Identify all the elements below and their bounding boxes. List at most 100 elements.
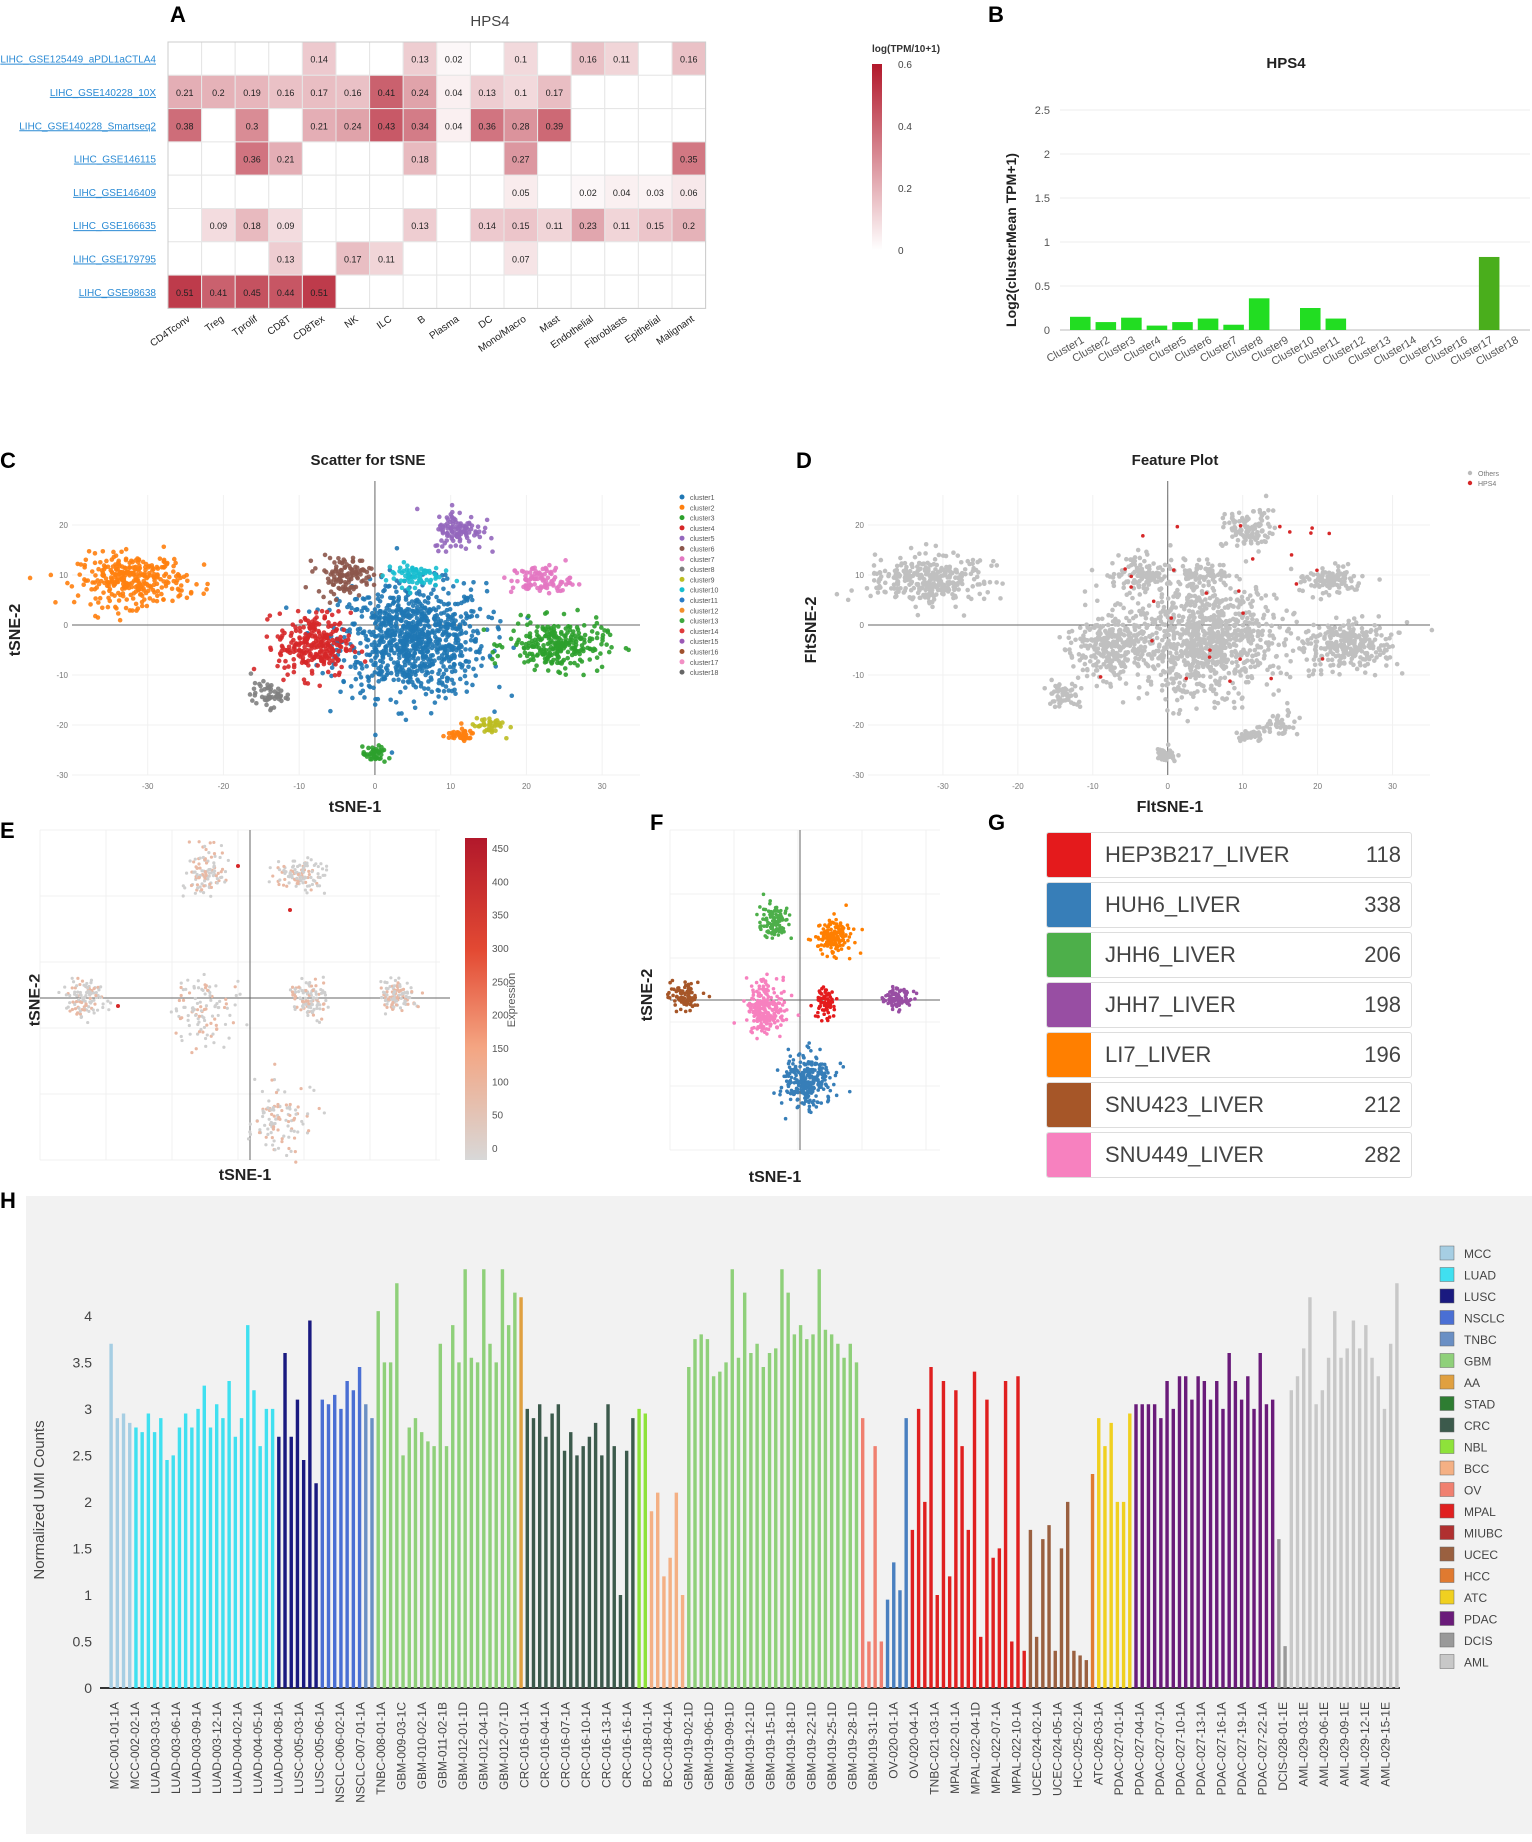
feature-point — [1306, 673, 1312, 679]
scatter-c-point — [247, 692, 253, 697]
scatter-c-point — [441, 688, 447, 694]
feature-point — [864, 585, 870, 591]
heatmap-cell — [201, 41, 236, 76]
scatter-c-point — [348, 684, 354, 689]
scatter-c-point — [446, 614, 451, 619]
feature-point — [834, 591, 840, 597]
scatter-c-point — [120, 591, 126, 596]
scatter-c-point — [464, 535, 470, 541]
heatmap-cell-value: 0.2 — [683, 221, 696, 231]
feature-point — [1226, 670, 1232, 676]
scatter-c-point — [594, 668, 600, 673]
feature-point — [991, 558, 996, 564]
feature-point — [1098, 664, 1103, 670]
heatmap-col-label: CD4Tconv — [148, 314, 192, 349]
heatmap-row-label[interactable]: LIHC_GSE166635 — [73, 221, 156, 232]
scatter-c-point — [137, 582, 143, 587]
feature-point — [1350, 622, 1356, 627]
feature-point — [1219, 599, 1224, 604]
feature-point — [1362, 663, 1368, 668]
scatter-c-point — [552, 651, 558, 656]
heatmap-cell — [671, 108, 707, 143]
feature-point — [1383, 655, 1389, 660]
scatter-c-point — [602, 628, 607, 633]
feature-point — [1224, 638, 1229, 644]
feature-point — [1142, 612, 1147, 618]
feature-point — [962, 567, 968, 572]
feature-point — [1342, 661, 1347, 666]
feature-point — [932, 577, 938, 582]
scatter-c-point — [328, 631, 334, 637]
feature-point — [1295, 636, 1301, 641]
heatmap-cell — [637, 74, 673, 110]
scatter-c-point — [452, 611, 458, 617]
panel-label-d: D — [796, 448, 812, 473]
feature-point — [1202, 688, 1207, 694]
legend-swatch — [679, 535, 685, 541]
feature-point — [1262, 653, 1267, 658]
heatmap-cell — [201, 241, 236, 276]
feature-point — [1249, 673, 1254, 679]
heatmap-cell-value: 0.16 — [680, 55, 698, 65]
feature-point — [1280, 616, 1285, 622]
scatter-c-point — [593, 615, 599, 620]
heatmap-cell-value: 0.18 — [243, 221, 261, 231]
heatmap-row-label[interactable]: LIHC_GSE179795 — [73, 254, 156, 265]
heatmap-row-label[interactable]: LIHC_GSE98638 — [79, 288, 157, 299]
feature-point — [1198, 565, 1203, 571]
scatter-c-point — [320, 670, 325, 676]
scatter-c-point — [357, 671, 362, 676]
feature-point — [1242, 659, 1248, 665]
feature-point — [1234, 543, 1240, 548]
scatter-c-point — [129, 584, 135, 590]
feature-point — [1255, 725, 1260, 730]
feature-point — [1200, 620, 1205, 625]
heatmap-row-label[interactable]: LIHC_GSE146115 — [74, 155, 157, 166]
scatter-c-point — [277, 694, 283, 700]
feature-point — [1204, 601, 1210, 607]
feature-point — [1200, 591, 1205, 597]
scatter-c-point — [325, 576, 331, 582]
scatter-c-point — [389, 750, 395, 755]
feature-point — [1222, 520, 1227, 526]
scatter-c-point — [403, 597, 409, 602]
feature-point — [891, 575, 897, 580]
feature-point — [1262, 649, 1267, 654]
scatter-c-point — [359, 666, 365, 671]
feature-point — [1231, 623, 1237, 628]
heatmap-row-label[interactable]: LIHC_GSE125449_aPDL1aCTLA4 — [0, 55, 156, 66]
feature-point — [1089, 654, 1094, 659]
feature-point — [1121, 581, 1127, 586]
scatter-c-point — [388, 670, 394, 676]
heatmap-cell — [469, 241, 505, 276]
feature-point — [1356, 581, 1362, 586]
feature-point — [1284, 608, 1289, 614]
scatter-c-point — [458, 544, 464, 549]
feature-point — [1322, 570, 1328, 575]
heatmap-row-label[interactable]: LIHC_GSE140228_Smartseq2 — [19, 121, 156, 132]
scatter-c-point — [138, 591, 144, 597]
feature-point — [1220, 543, 1225, 548]
feature-point — [1234, 573, 1239, 579]
scatter-c-point — [384, 635, 389, 640]
scatter-c-point — [348, 610, 354, 616]
feature-point — [1229, 660, 1235, 665]
scatter-c-point — [425, 686, 431, 692]
feature-point — [1227, 626, 1232, 631]
scatter-c-point — [324, 609, 330, 615]
scatter-c-point — [118, 576, 124, 582]
feature-point — [1334, 647, 1340, 653]
scatter-c-point — [399, 570, 405, 576]
heatmap-cell — [268, 174, 303, 209]
scatter-c-point — [460, 619, 466, 624]
heatmap-row-label[interactable]: LIHC_GSE146409 — [73, 188, 156, 199]
scatter-c-point — [297, 636, 303, 641]
scatter-c-point — [525, 645, 531, 651]
scatter-c-point — [381, 588, 386, 594]
heatmap-row-label[interactable]: LIHC_GSE140228_10X — [50, 88, 157, 99]
scatter-c-point — [498, 618, 503, 624]
feature-point — [1209, 683, 1214, 689]
scatter-c-point — [155, 593, 160, 599]
scatter-c-point — [364, 754, 370, 759]
scatter-c-point — [110, 564, 116, 569]
